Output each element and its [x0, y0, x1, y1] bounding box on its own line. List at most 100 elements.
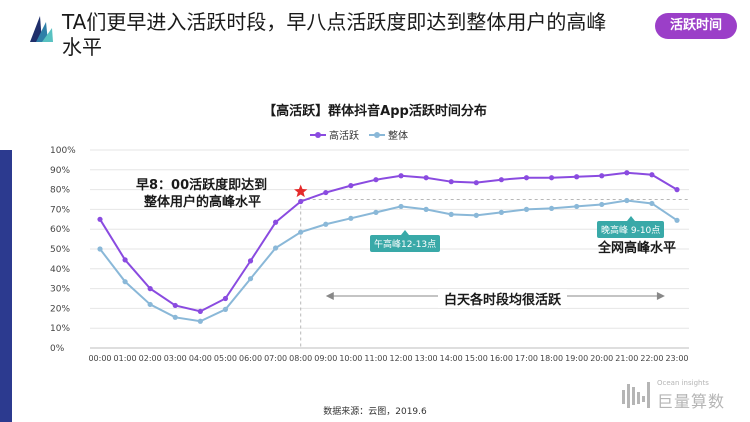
- daytime-arrow-left: [325, 292, 334, 300]
- data-point-all: [348, 215, 354, 221]
- callout-evening-peak: 晚高峰 9-10点: [597, 216, 665, 238]
- data-point-high: [448, 179, 454, 185]
- data-point-high: [122, 257, 128, 263]
- x-tick-label: 17:00: [515, 354, 538, 363]
- data-point-all: [473, 212, 479, 218]
- y-tick-label: 80%: [50, 186, 70, 196]
- data-point-high: [624, 170, 630, 176]
- y-tick-label: 30%: [50, 285, 70, 295]
- brand-subtitle: Ocean insights: [657, 379, 709, 387]
- chart-legend: 高活跃 整体: [310, 127, 408, 142]
- x-tick-label: 13:00: [415, 354, 438, 363]
- data-point-all: [574, 203, 580, 210]
- y-tick-label: 0%: [50, 344, 65, 354]
- x-tick-label: 01:00: [114, 354, 137, 363]
- x-tick-label: 03:00: [164, 354, 187, 363]
- x-tick-label: 00:00: [88, 354, 111, 363]
- data-point-all: [298, 229, 304, 235]
- data-point-all: [273, 245, 279, 251]
- data-point-all: [398, 203, 404, 210]
- data-point-high: [147, 286, 153, 292]
- y-tick-label: 70%: [50, 205, 70, 215]
- x-tick-label: 18:00: [540, 354, 563, 363]
- data-point-high: [473, 180, 479, 186]
- series-line-all: [99, 199, 678, 323]
- daytime-arrow-right: [656, 292, 665, 300]
- annotation-overall-peak: 全网高峰水平: [598, 241, 677, 256]
- data-point-high: [498, 177, 504, 183]
- brand-logo-icon: [30, 16, 53, 42]
- data-point-all: [97, 246, 103, 252]
- series-line-high: [99, 171, 678, 313]
- data-point-high: [197, 308, 203, 314]
- x-tick-label: 08:00: [289, 354, 312, 363]
- data-point-high: [649, 172, 655, 178]
- section-tag: 活跃时间: [655, 13, 737, 39]
- data-point-all: [423, 206, 429, 212]
- y-tick-label: 20%: [50, 304, 70, 314]
- data-point-all: [172, 314, 178, 320]
- data-point-high: [548, 175, 555, 181]
- data-point-high: [247, 258, 254, 264]
- y-tick-label: 40%: [50, 265, 70, 275]
- data-point-all: [323, 221, 329, 227]
- callout-noon-peak: 午高峰12-13点: [370, 230, 441, 252]
- data-source: 数据来源：云图，2019.6: [323, 407, 427, 417]
- left-accent-bar-lower: [0, 150, 12, 422]
- data-point-high: [574, 174, 580, 180]
- data-point-all: [523, 206, 530, 212]
- annotation-morning-line2: 整体用户的高峰水平: [144, 195, 262, 210]
- annotation-morning: 早8：00活跃度即达到 整体用户的高峰水平: [136, 177, 267, 211]
- data-point-all: [498, 209, 504, 215]
- x-tick-label: 04:00: [189, 354, 212, 363]
- data-point-all: [674, 217, 680, 223]
- data-point-all: [122, 279, 128, 285]
- data-point-high: [273, 219, 279, 225]
- data-point-all: [197, 318, 203, 324]
- data-point-high: [323, 189, 329, 196]
- x-tick-label: 19:00: [565, 354, 588, 363]
- data-point-high: [674, 187, 680, 193]
- y-tick-label: 60%: [50, 225, 70, 235]
- x-tick-label: 14:00: [440, 354, 463, 363]
- data-point-all: [624, 197, 630, 204]
- data-point-all: [147, 301, 153, 308]
- data-point-all: [448, 211, 454, 217]
- page-headline: TA们更早进入活跃时段，早八点活跃度即达到整体用户的高峰水平: [62, 10, 607, 59]
- x-tick-label: 22:00: [640, 354, 663, 363]
- x-tick-label: 23:00: [665, 354, 688, 363]
- y-tick-label: 90%: [50, 166, 70, 176]
- data-point-high: [172, 302, 178, 309]
- x-tick-label: 02:00: [139, 354, 162, 363]
- data-point-high: [298, 198, 304, 205]
- x-tick-label: 11:00: [364, 354, 387, 363]
- highlight-star-icon: [294, 184, 308, 198]
- x-tick-label: 20:00: [590, 354, 613, 363]
- data-point-high: [97, 216, 103, 222]
- data-point-all: [222, 306, 229, 312]
- legend-item-high: 高活跃: [310, 127, 359, 142]
- data-point-all: [373, 209, 379, 215]
- legend-swatch-high: [310, 131, 326, 138]
- brand-name: 巨量算数: [657, 392, 726, 411]
- annotation-daytime: 白天各时段均很活跃: [438, 289, 568, 308]
- legend-item-all: 整体: [369, 127, 408, 142]
- data-point-high: [599, 173, 605, 179]
- data-point-high: [222, 295, 229, 302]
- data-point-high: [348, 183, 354, 189]
- y-tick-label: 100%: [50, 146, 76, 156]
- x-tick-label: 21:00: [615, 354, 638, 363]
- legend-label-high: 高活跃: [329, 131, 359, 142]
- x-tick-label: 06:00: [239, 354, 262, 363]
- data-point-all: [599, 201, 605, 208]
- data-point-all: [247, 276, 254, 282]
- data-point-high: [398, 173, 404, 179]
- x-tick-label: 05:00: [214, 354, 237, 363]
- data-point-high: [373, 177, 379, 183]
- data-point-high: [423, 175, 429, 181]
- x-tick-label: 16:00: [490, 354, 513, 363]
- y-tick-label: 50%: [50, 245, 70, 255]
- data-point-high: [523, 175, 530, 181]
- x-tick-label: 10:00: [339, 354, 362, 363]
- annotation-morning-line1: 早8：00活跃度即达到: [136, 178, 268, 193]
